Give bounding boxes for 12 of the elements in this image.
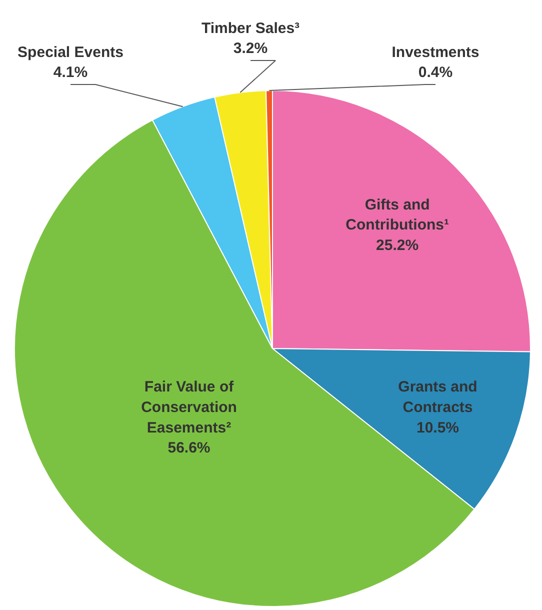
data-label: 0.4% <box>418 64 453 82</box>
slice-label: Fair Value of Conservation Easements² <box>141 378 237 436</box>
data-label: 3.2% <box>233 40 268 58</box>
slice-label: Grants and Contracts <box>398 378 478 416</box>
slice-label: Gifts and Contributions¹ <box>346 196 449 234</box>
data-label: 10.5% <box>416 419 460 436</box>
data-label: 56.6% <box>168 440 210 457</box>
slice-label: Timber Sales³ <box>201 20 300 37</box>
slice-label: Investments <box>392 44 480 61</box>
data-label: 25.2% <box>376 237 419 254</box>
data-label: 4.1% <box>53 64 88 82</box>
slice-label: Special Events <box>18 44 124 61</box>
